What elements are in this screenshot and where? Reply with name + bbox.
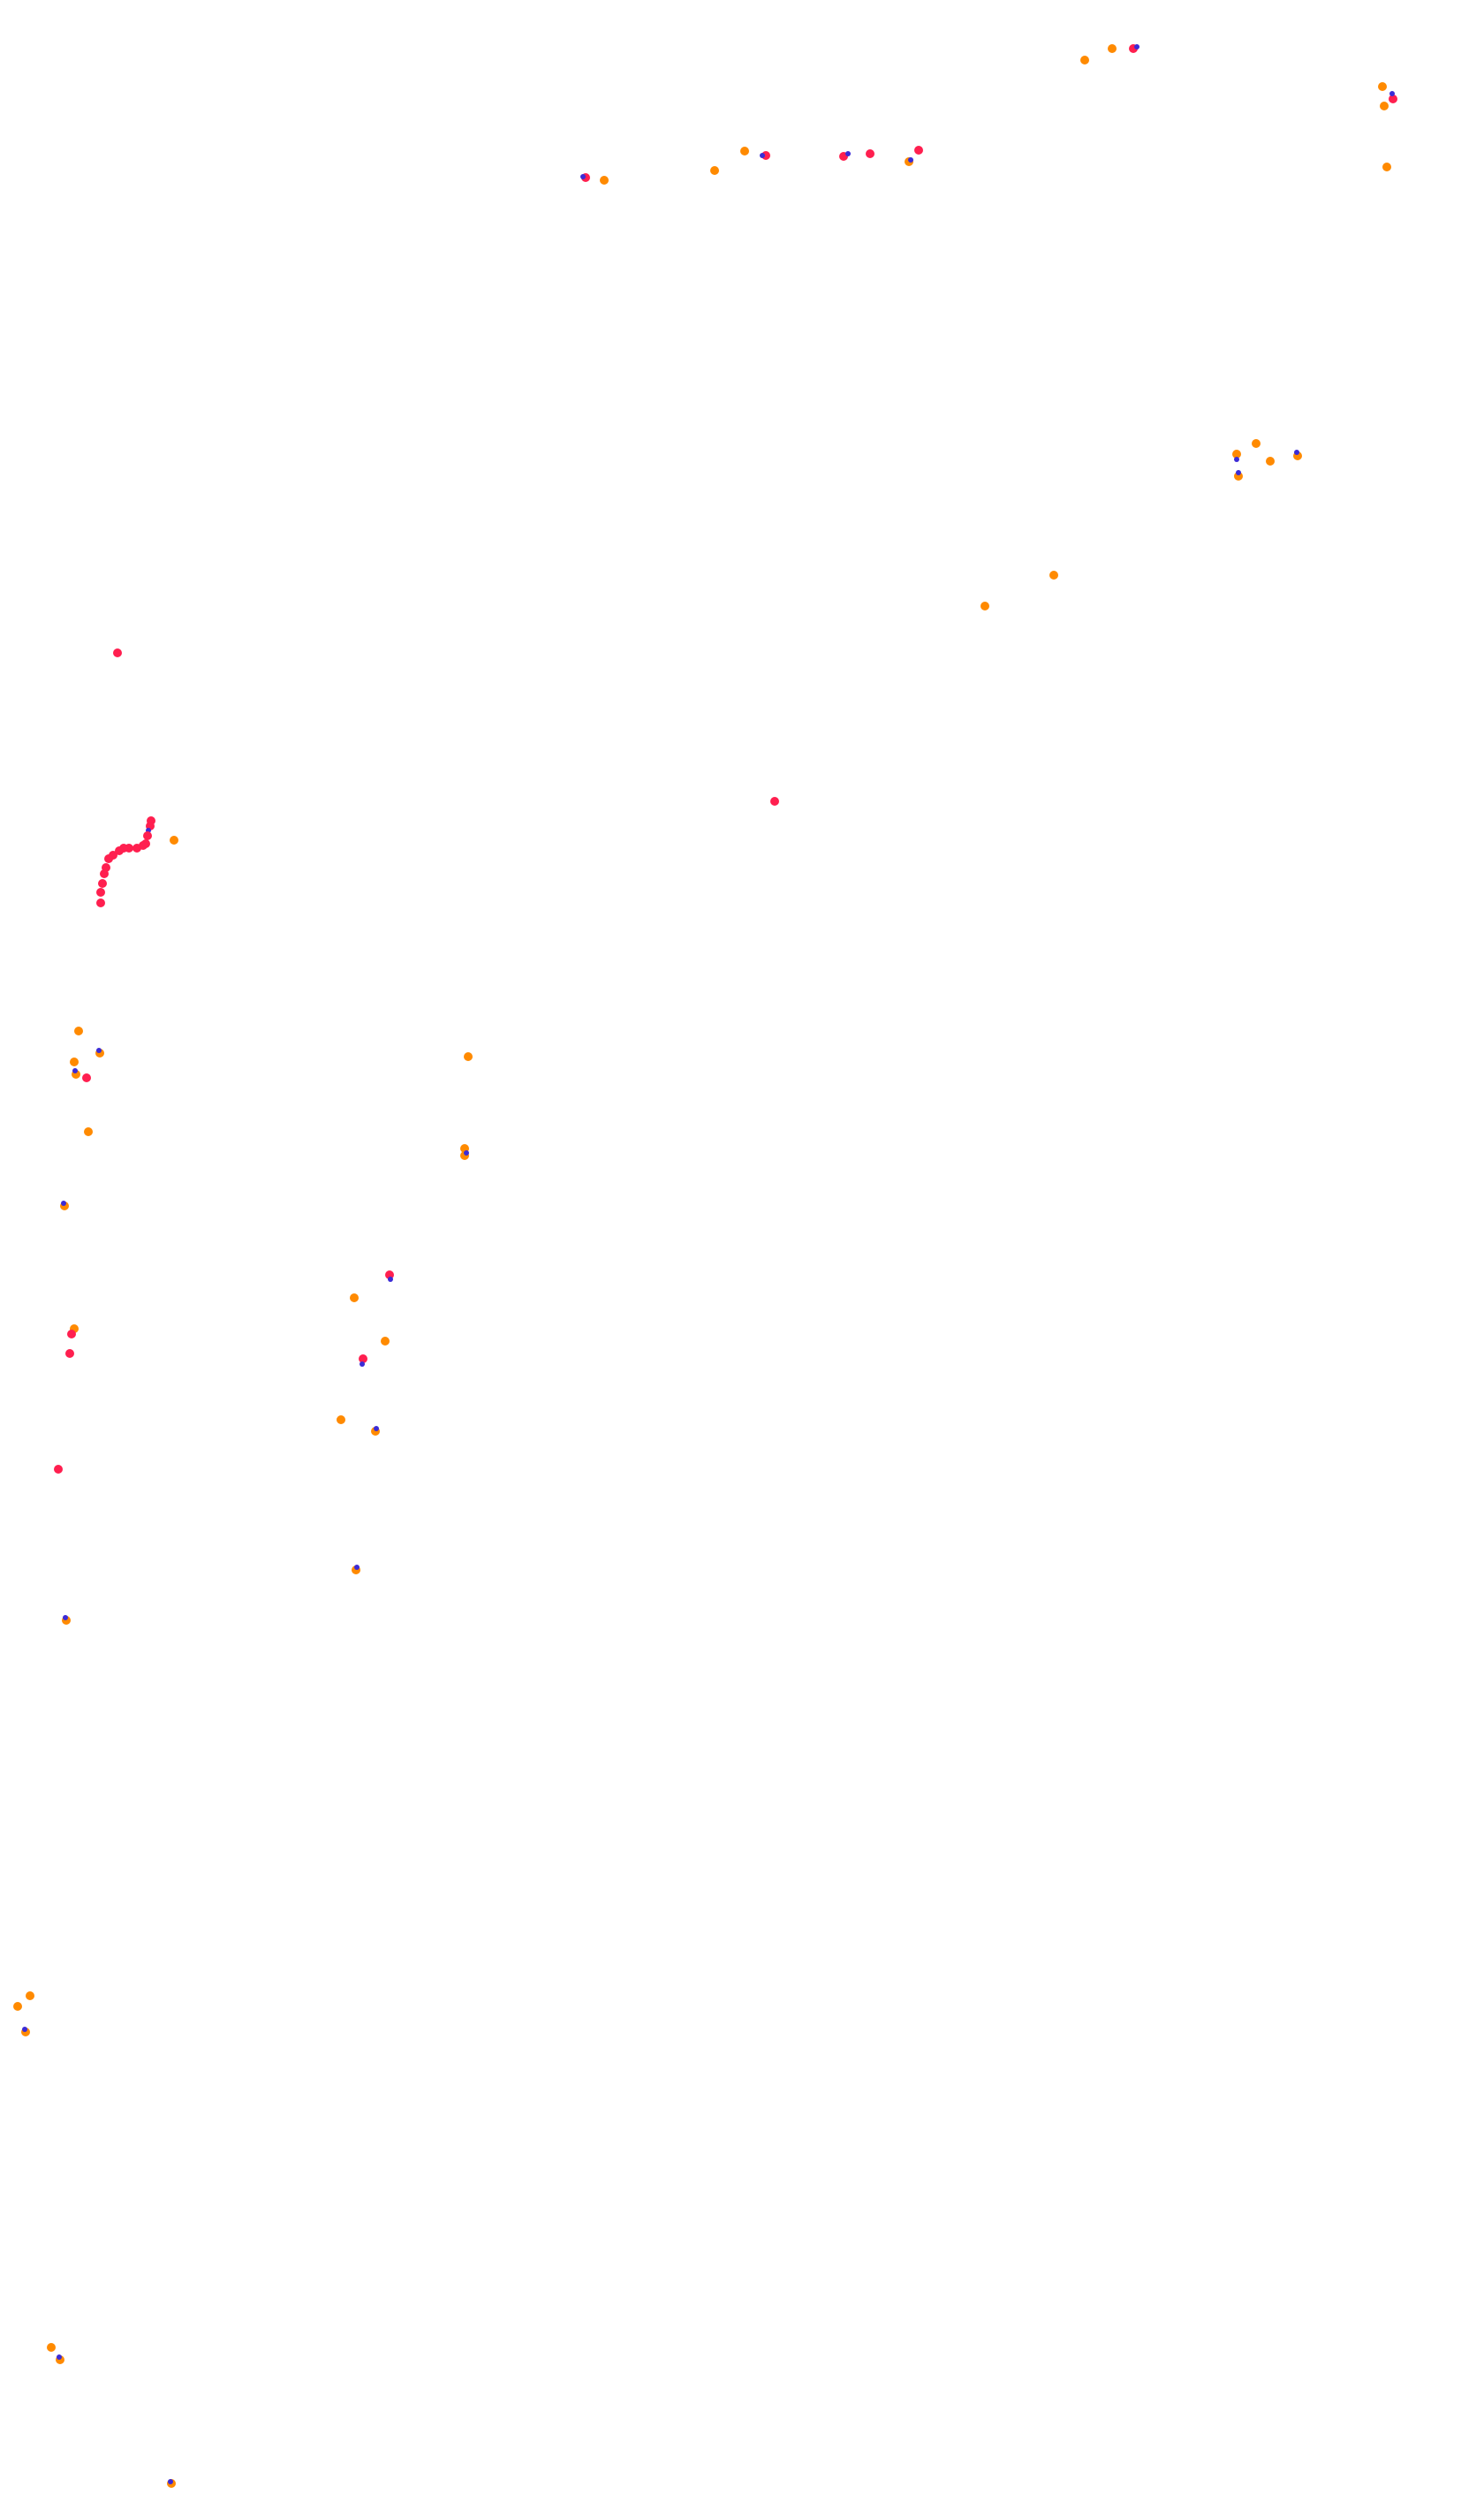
marker-dot: [866, 149, 874, 158]
marker-dot: [360, 1361, 365, 1367]
marker-dot: [63, 1615, 68, 1620]
marker-dot: [1389, 95, 1397, 103]
marker-dot: [96, 888, 105, 897]
marker-dot: [61, 1201, 66, 1206]
marker-dot: [580, 174, 586, 179]
marker-dot: [1080, 56, 1089, 64]
marker-dot: [72, 1068, 78, 1073]
marker-dot: [70, 1058, 79, 1066]
marker-dot: [600, 176, 609, 185]
marker-dot: [84, 1127, 93, 1136]
marker-dot: [74, 1027, 83, 1035]
marker-dot: [98, 879, 107, 888]
marker-dot: [1232, 450, 1241, 459]
marker-dot: [914, 146, 923, 155]
marker-dot: [464, 1150, 469, 1156]
marker-dot: [54, 1465, 63, 1474]
marker-dot: [1234, 457, 1239, 462]
marker-dot: [381, 1337, 390, 1346]
marker-dot: [740, 147, 749, 155]
marker-dot: [980, 602, 989, 610]
marker-dot: [908, 157, 913, 163]
marker-dot: [96, 1048, 102, 1053]
marker-dot: [464, 1052, 473, 1061]
marker-dot: [359, 1354, 367, 1363]
marker-dot: [337, 1415, 345, 1424]
marker-dot: [760, 153, 765, 158]
marker-dot: [770, 797, 779, 806]
marker-dot: [67, 1330, 76, 1338]
marker-dot: [1108, 44, 1117, 53]
marker-dot: [47, 2343, 56, 2352]
marker-dot: [100, 869, 109, 878]
marker-dot: [1049, 571, 1058, 580]
marker-dot: [1294, 450, 1299, 455]
marker-dot: [170, 836, 178, 845]
marker-dot: [350, 1293, 359, 1302]
marker-dot: [115, 846, 124, 855]
marker-dot: [82, 1073, 91, 1082]
marker-dot: [22, 2027, 27, 2032]
marker-dot: [1134, 44, 1140, 49]
marker-dot: [1252, 439, 1261, 448]
marker-dot: [143, 831, 152, 840]
marker-dot: [1380, 102, 1389, 110]
marker-dot: [96, 898, 105, 907]
marker-dot: [388, 1277, 393, 1282]
marker-layer: [13, 44, 1397, 2488]
marker-dot: [65, 1349, 74, 1358]
marker-dot: [1378, 82, 1387, 91]
marker-dot: [1382, 163, 1391, 171]
marker-dot: [845, 151, 851, 156]
marker-dot: [1236, 470, 1241, 475]
marker-dot: [374, 1426, 379, 1431]
marker-dot: [710, 166, 719, 175]
marker-dot: [113, 648, 122, 657]
marker-dot: [57, 2354, 62, 2360]
marker-dot: [13, 2002, 22, 2011]
marker-dot: [26, 1991, 34, 2000]
marker-dot: [168, 2479, 173, 2484]
marker-dot: [354, 1565, 360, 1570]
marker-dot: [132, 844, 141, 853]
marker-dot: [1266, 457, 1275, 466]
marker-dot: [104, 854, 113, 863]
marker-dot: [1389, 91, 1395, 96]
